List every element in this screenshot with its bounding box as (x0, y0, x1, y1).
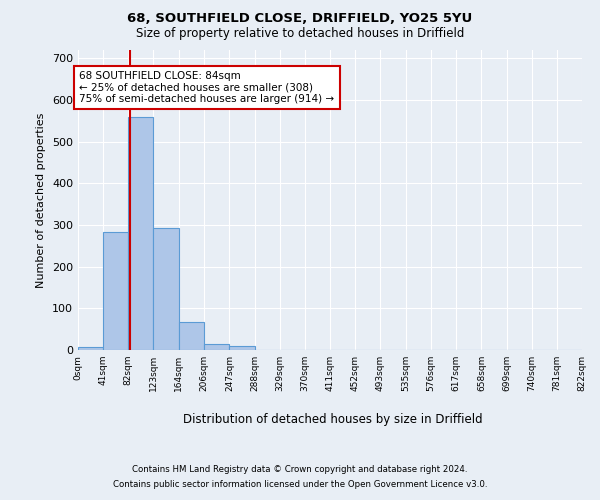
Text: 68, SOUTHFIELD CLOSE, DRIFFIELD, YO25 5YU: 68, SOUTHFIELD CLOSE, DRIFFIELD, YO25 5Y… (127, 12, 473, 26)
Bar (78, 347, 103, 350)
Bar (179, 322, 205, 350)
Bar (128, 116, 154, 350)
Bar (229, 346, 254, 350)
Bar (205, 344, 229, 350)
Text: Size of property relative to detached houses in Driffield: Size of property relative to detached ho… (136, 28, 464, 40)
Bar (154, 228, 179, 350)
Y-axis label: Number of detached properties: Number of detached properties (37, 112, 46, 288)
Text: Contains HM Land Registry data © Crown copyright and database right 2024.: Contains HM Land Registry data © Crown c… (132, 465, 468, 474)
Text: Distribution of detached houses by size in Driffield: Distribution of detached houses by size … (183, 412, 483, 426)
Bar (103, 232, 128, 350)
Text: Contains public sector information licensed under the Open Government Licence v3: Contains public sector information licen… (113, 480, 487, 489)
Text: 68 SOUTHFIELD CLOSE: 84sqm
← 25% of detached houses are smaller (308)
75% of sem: 68 SOUTHFIELD CLOSE: 84sqm ← 25% of deta… (79, 71, 334, 104)
